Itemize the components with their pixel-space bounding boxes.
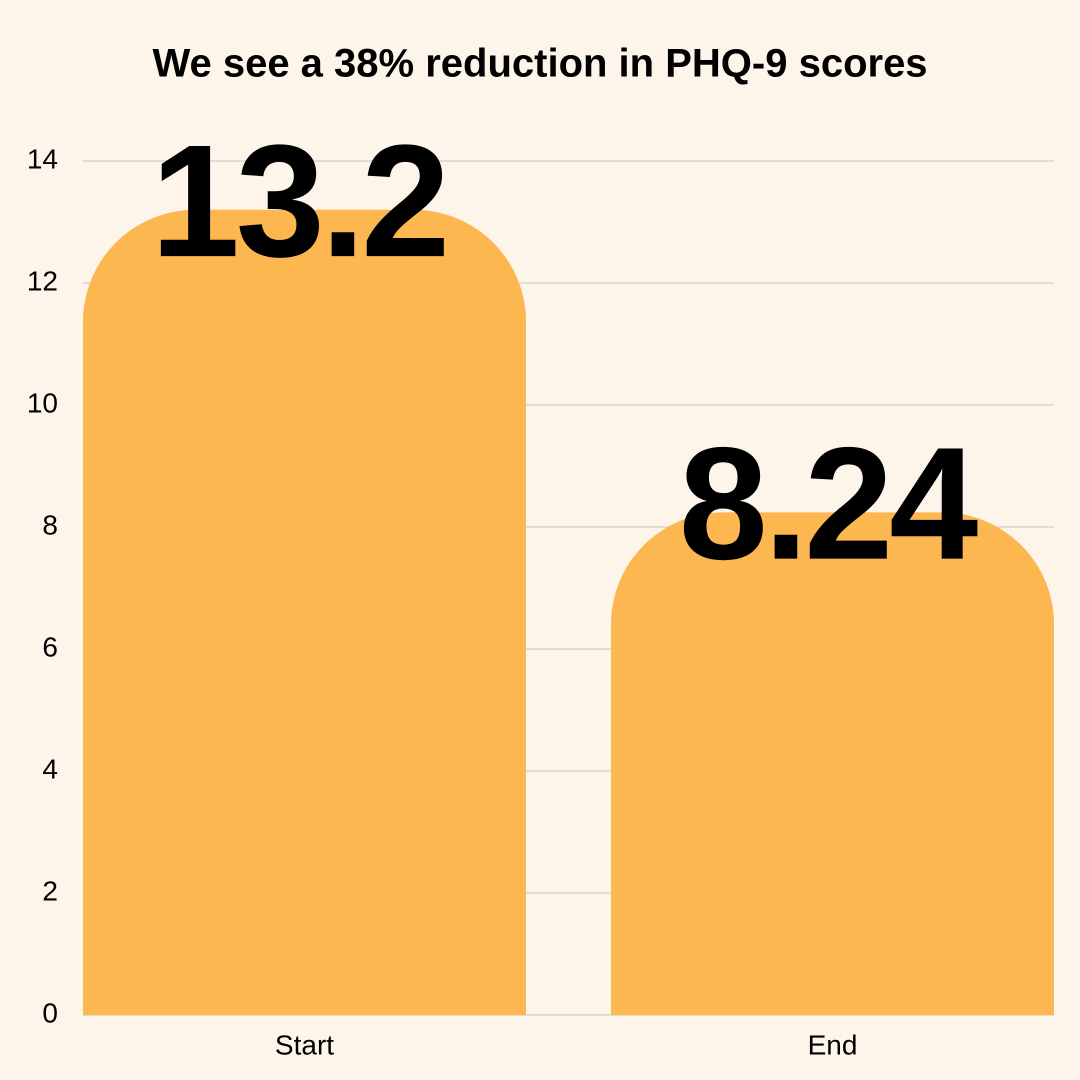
category-label: End <box>808 1029 858 1060</box>
chart-title: We see a 38% reduction in PHQ-9 scores <box>152 42 927 86</box>
value-label: 13.2 <box>151 111 446 290</box>
y-tick-label: 2 <box>42 875 58 906</box>
y-tick-label: 4 <box>42 753 58 784</box>
value-label: 8.24 <box>679 414 978 593</box>
y-tick-label: 10 <box>27 387 58 418</box>
y-tick-label: 14 <box>27 143 58 174</box>
category-label: Start <box>275 1029 334 1060</box>
y-tick-label: 12 <box>27 265 58 296</box>
y-tick-label: 0 <box>42 997 58 1028</box>
y-tick-label: 6 <box>42 631 58 662</box>
bar <box>611 512 1054 1015</box>
bar <box>83 209 526 1016</box>
y-tick-label: 8 <box>42 509 58 540</box>
